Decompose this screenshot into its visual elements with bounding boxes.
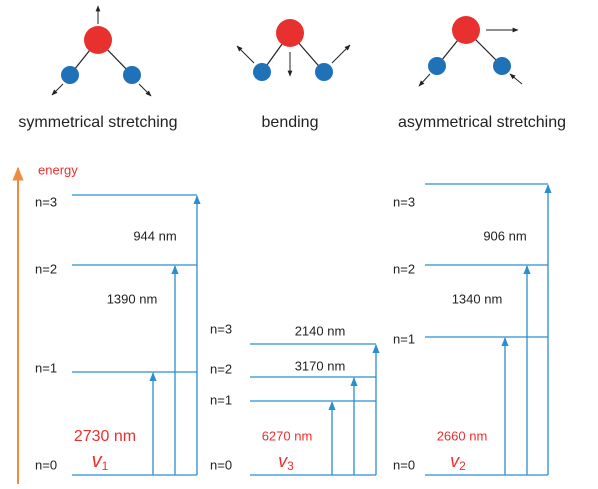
- level-label: n=0: [210, 457, 232, 472]
- level-label: n=1: [35, 360, 57, 375]
- subscript: 1: [102, 459, 109, 473]
- mode-label: bending: [262, 114, 319, 131]
- transition-label: 944 nm: [133, 228, 176, 243]
- subscript: 2: [459, 459, 466, 473]
- level-label: n=3: [35, 194, 57, 209]
- level-label: n=1: [210, 392, 232, 407]
- level-label: n=0: [393, 457, 415, 472]
- level-label: n=2: [210, 361, 232, 376]
- molecule-symmetric: [52, 6, 151, 96]
- level-label: n=2: [35, 261, 57, 276]
- subscript: 3: [287, 459, 294, 473]
- diagram: symmetrical stretching bending asymmetri…: [0, 0, 598, 489]
- level-label: n=0: [35, 457, 57, 472]
- mode-label: asymmetrical stretching: [398, 114, 566, 131]
- mode-symbol: v2: [450, 451, 466, 473]
- molecule-asymmetric: [419, 16, 522, 86]
- transition-label: 3170 nm: [295, 358, 346, 373]
- transition-label: 2140 nm: [295, 323, 346, 338]
- transition-label: 1390 nm: [107, 291, 158, 306]
- molecule-bending: [237, 19, 350, 81]
- mode-symbol: v3: [278, 451, 294, 473]
- level-label: n=1: [393, 331, 415, 346]
- level-label: n=2: [393, 261, 415, 276]
- level-label: n=3: [210, 321, 232, 336]
- transition-label: 2660 nm: [437, 428, 488, 443]
- transition-label: 6270 nm: [262, 428, 313, 443]
- transition-label: 906 nm: [483, 228, 526, 243]
- mode-label: symmetrical stretching: [18, 114, 177, 131]
- mode-symbol: v1: [92, 450, 109, 473]
- transition-label: 2730 nm: [74, 428, 136, 445]
- energy-label: energy: [38, 162, 78, 177]
- level-label: n=3: [393, 194, 415, 209]
- transition-label: 1340 nm: [452, 291, 503, 306]
